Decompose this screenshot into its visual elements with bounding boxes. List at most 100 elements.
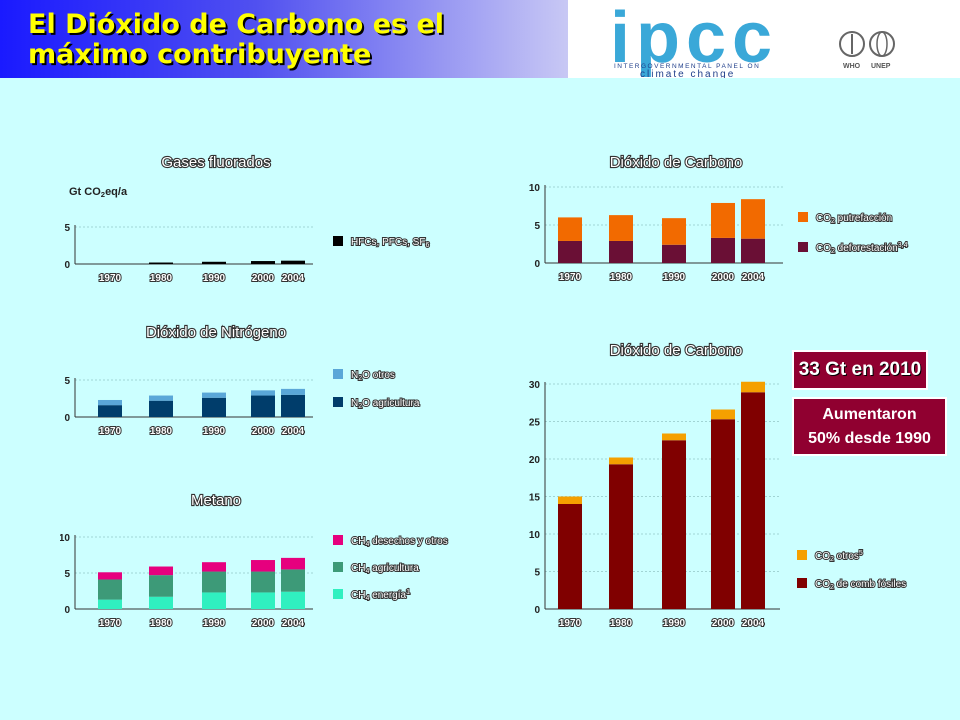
x-tick-label: 1970 [99,426,122,437]
bar-segment [251,592,275,609]
y-tick-label: 25 [529,418,541,429]
x-tick-label: 1970 [559,272,582,283]
bar-segment [149,566,173,576]
y-tick-label: 5 [64,569,70,580]
y-tick-label: 5 [64,376,70,387]
x-tick-label: 1980 [150,273,173,284]
chart-title: Dióxido de Carbono [610,342,743,359]
callout-total: 33 Gt en 2010 [792,350,928,390]
bar-segment [98,579,122,600]
chart-methane: Metano 0 5 10 1970 1980 1990 2000 2004 CH4 desech… [59,487,480,635]
x-tick-label: 2000 [252,273,275,284]
x-tick-label: 2004 [742,618,765,629]
y-tick-label: 5 [534,568,540,579]
bar-segment [202,571,226,593]
x-tick-label: 1990 [663,618,686,629]
unep-label: UNEP [871,63,891,70]
legend-swatch [333,562,343,572]
bar-segment [281,569,305,592]
legend-label: CH4 agricultura [351,563,419,575]
bar-segment [609,215,633,241]
bar-segment [149,395,173,401]
bar-segment [558,240,582,263]
bar-segment [711,409,735,420]
ipcc-logo-subtitle-1: INTERGOVERNMENTAL PANEL ON [614,63,760,70]
legend-label: N2O agricultura [351,398,420,410]
x-tick-label: 1970 [559,618,582,629]
chart-svg-ch4: Metano 0 5 10 1970 1980 1990 2000 2004 CH4 desech… [59,491,449,630]
chart-fluorinated-gases: Gases fluorados Gt CO2eq/a 0 5 1970 1980 1990 2… [60,150,480,295]
legend-swatch [333,589,343,599]
chart-co2-land-use: Dióxido de Carbono 0 5 10 1970 1980 1990 2000 20… [520,150,940,295]
bar-segment [609,240,633,263]
chart-nitrous-oxide: Dióxido de Nitrógeno 0 5 1970 1980 1990 2000 20… [60,320,480,445]
bar-segment [149,575,173,597]
x-tick-label: 1990 [203,273,226,284]
bar-segment [149,400,173,417]
x-tick-label: 2004 [742,272,765,283]
chart-title: Dióxido de Carbono [610,154,743,171]
bar-segment [98,405,122,417]
legend-swatch [798,212,808,222]
y-tick-label: 0 [64,413,70,424]
legend-label: CO2 otros5 [815,550,863,563]
y-axis-label: Gt CO2eq/a [69,186,128,199]
bar-segment [98,599,122,609]
x-tick-label: 2004 [282,273,305,284]
bar-segment [741,381,765,393]
y-tick-label: 30 [529,380,541,391]
legend-swatch [333,535,343,545]
chart-svg-co2-fossil: Dióxido de Carbono 0 5 10 15 20 25 30 1970 1980 19… [529,341,783,630]
legend-label: N2O otros [351,370,395,382]
x-tick-label: 2000 [712,272,735,283]
bar-segment [558,217,582,241]
legend-swatch [333,236,343,246]
legend-swatch [797,578,807,588]
bar-segment [202,397,226,417]
legend-label: CH4 energía1 [351,589,410,602]
x-tick-label: 1980 [610,618,633,629]
x-tick-label: 1970 [99,273,122,284]
bar-segment [202,562,226,572]
chart-svg-n2o: Dióxido de Nitrógeno 0 5 1970 1980 1990 2000 20… [64,323,420,438]
x-tick-label: 2004 [282,426,305,437]
bar-segment [202,592,226,609]
bar-segment [741,392,765,609]
ipcc-logo: ipcc INTERGOVERNMENTAL PANEL ON climate … [610,0,895,80]
unep-emblem: UNEP [869,31,895,70]
ipcc-logo-subtitle-2: climate change [640,69,735,78]
x-tick-label: 1980 [150,426,173,437]
bar-segment [281,591,305,609]
bar-segment [281,557,305,570]
y-tick-label: 15 [529,493,541,504]
bar-segment [662,433,686,441]
chart-svg-fgas: Gases fluorados Gt CO2eq/a 0 5 1970 1980 1990 2… [64,153,430,285]
x-tick-label: 1980 [610,272,633,283]
bar-segment [202,261,226,264]
bar-segment [149,596,173,609]
bar-segment [711,202,735,238]
x-tick-label: 1980 [150,618,173,629]
legend-swatch [798,242,808,252]
x-tick-label: 1970 [99,618,122,629]
bar-segment [711,237,735,263]
y-tick-label: 5 [534,221,540,232]
bar-segment [662,218,686,245]
y-tick-label: 0 [64,260,70,271]
y-tick-label: 10 [60,533,70,544]
y-tick-label: 5 [64,223,70,234]
title-band: El Dióxido de Carbono es el máximo contr… [0,0,568,78]
x-tick-label: 1990 [203,426,226,437]
bar-segment [662,440,686,609]
bar-segment [281,394,305,417]
legend-label: CO2 de comb fósiles [815,579,906,591]
bar-segment [741,199,765,239]
y-tick-label: 10 [529,183,541,194]
who-emblem: WHO [839,31,865,70]
bar-segment [202,392,226,398]
bar-segment [741,238,765,263]
y-tick-label: 0 [64,605,70,616]
bar-segment [251,395,275,417]
bar-segment [558,504,582,609]
bar-segment [98,399,122,406]
